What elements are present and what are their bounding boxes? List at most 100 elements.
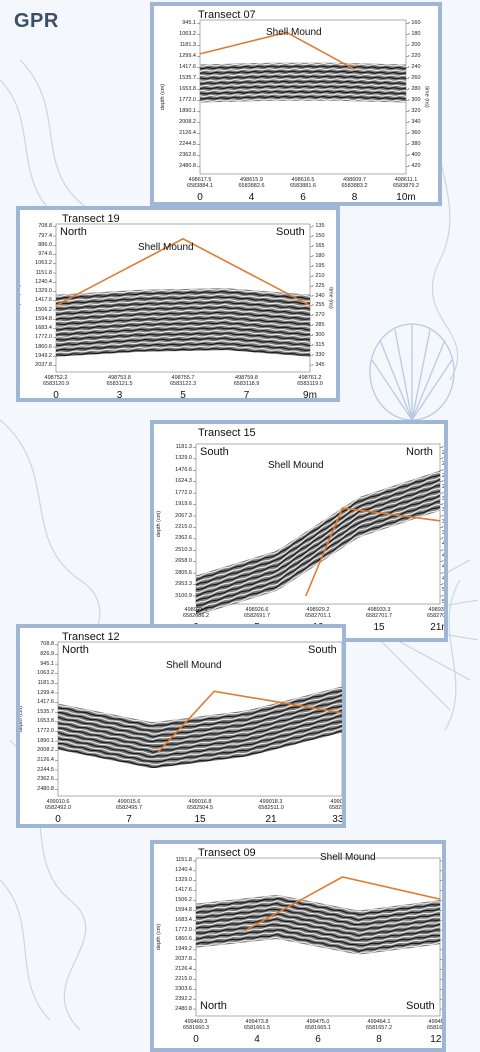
left-direction-label: South — [200, 446, 229, 458]
reflection-band — [55, 288, 311, 357]
time-tick-label: - 345 — [442, 956, 446, 969]
time-tick-label: - 160 — [344, 641, 346, 648]
depth-tick-label: 1181.3 — [179, 41, 196, 48]
depth-tick-label: 1299.4 — [179, 52, 196, 59]
depth-tick-label: 2244.5 — [37, 766, 54, 773]
depth-tick-label: 2392.2 — [175, 995, 192, 1002]
coordinate-label: 499010.6 6582492.0 — [45, 799, 71, 811]
reflection-band — [195, 895, 441, 955]
time-tick-label: - 285 — [442, 916, 446, 929]
shell-mound-outline — [305, 507, 441, 597]
depth-tick-label: 797.4 — [38, 232, 52, 239]
distance-label: 7 — [126, 814, 132, 825]
time-tick-label: - 180 — [344, 652, 346, 659]
time-tick-label: - 525 — [442, 592, 448, 605]
time-tick-label: - 195 — [312, 262, 325, 269]
time-tick-label: - 150 — [312, 233, 325, 240]
depth-tick-label: 1329.0 — [175, 455, 192, 462]
right-direction-label: South — [308, 644, 337, 656]
coordinate-label: 498921.0 6582686.2 — [183, 607, 209, 619]
shell-mound-outline — [244, 876, 441, 932]
time-tick-label: - 420 — [344, 784, 346, 791]
shell-mound-label: Shell Mound — [138, 242, 194, 253]
shell-mound-outline — [156, 690, 342, 754]
transect-title: Transect 07 — [198, 9, 256, 21]
depth-tick-label: 2362.6 — [175, 535, 192, 542]
depth-tick-label: 1860.6 — [175, 936, 192, 943]
reflection-band — [199, 62, 407, 103]
distance-label: 8 — [351, 192, 358, 203]
time-tick-label: - 225 — [442, 455, 448, 468]
depth-tick-label: 1181.3 — [37, 679, 54, 686]
time-tick-label: - 285 — [312, 322, 325, 329]
depth-tick-label: 708.8 — [38, 223, 52, 230]
distance-label: 3 — [116, 390, 123, 401]
time-tick-label: - 375 — [442, 523, 448, 536]
radargram-plot — [193, 857, 442, 1017]
depth-tick-label: 826.9 — [40, 651, 54, 657]
time-tick-label: - 180 — [312, 253, 325, 260]
time-tick-label: - 345 — [312, 361, 325, 368]
depth-tick-label: 2362.6 — [179, 151, 196, 158]
depth-tick-label: 1772.0 — [175, 926, 192, 933]
depth-tick-label: 2480.8 — [175, 1005, 192, 1012]
distance-label: 7 — [243, 390, 250, 401]
coordinate-label: 498759.8 6583118.9 — [233, 375, 260, 387]
depth-tick-label: 1653.8 — [179, 85, 196, 92]
depth-tick-label: 1594.8 — [175, 906, 192, 913]
coordinate-label: 498929.2 6582701.1 — [305, 607, 331, 619]
time-tick-label: - 255 — [312, 302, 325, 309]
depth-tick-label: 1506.2 — [35, 306, 52, 313]
time-tick-label: - 400 — [408, 151, 421, 158]
distance-label: 4 — [254, 1034, 260, 1045]
depth-tick-label: 2658.0 — [175, 558, 192, 565]
time-tick-label: - 210 — [312, 272, 325, 279]
time-tick-label: - 180 — [408, 30, 421, 37]
shell-mound-outline — [55, 237, 311, 307]
time-tick-label: - 500 — [442, 581, 448, 594]
depth-tick-label: 1329.0 — [175, 877, 192, 884]
depth-tick-label: 1476.6 — [175, 466, 192, 473]
depth-tick-label: 1240.4 — [35, 278, 52, 285]
depth-tick-label: 1063.2 — [179, 30, 196, 37]
depth-tick-label: 2953.3 — [175, 581, 192, 588]
distance-label: 9m — [303, 390, 317, 401]
distance-label: 33m — [332, 814, 344, 825]
coordinate-label: 499015.6 6582495.7 — [116, 799, 142, 811]
time-tick-label: - 270 — [442, 906, 446, 919]
time-tick-label: - 375 — [442, 975, 446, 988]
time-tick-label: - 250 — [442, 466, 448, 479]
transect-panel: 708.8 826.9 945.1 1063.2 1181.3 1299.4 1417.6 1… — [16, 624, 346, 828]
depth-tick-label: 1299.4 — [37, 689, 54, 696]
coordinate-label: 499469.3 6581660.3 — [183, 1019, 209, 1031]
depth-tick-label: 2126.4 — [179, 129, 196, 136]
depth-axis-label: depth (cm) — [16, 284, 23, 312]
left-direction-label: North — [200, 1000, 227, 1012]
shell-mound-label: Shell Mound — [266, 27, 322, 38]
distance-label: 5 — [180, 390, 186, 401]
depth-tick-label: 2480.8 — [179, 162, 196, 169]
depth-tick-label: 1151.8 — [35, 269, 52, 276]
time-tick-label: - 225 — [442, 877, 446, 890]
coordinate-label: 499473.8 6581661.5 — [244, 1019, 270, 1031]
time-tick-label: - 300 — [312, 331, 325, 338]
coordinate-label: 498753.8 6583121.5 — [106, 375, 133, 387]
coordinate-label: 498616.5 6583881.6 — [290, 177, 316, 189]
depth-tick-label: 945.1 — [40, 660, 54, 667]
time-axis-label: time (ns) — [327, 287, 334, 309]
time-tick-label: - 300 — [442, 926, 446, 939]
depth-tick-label: 2244.5 — [179, 140, 196, 147]
time-tick-label: - 300 — [344, 718, 346, 725]
depth-tick-label: 1860.6 — [35, 343, 52, 350]
time-tick-label: - 360 — [344, 751, 346, 758]
depth-tick-label: 1949.2 — [35, 352, 52, 359]
coordinate-label: 499464.1 6581657.2 — [366, 1019, 392, 1031]
depth-axis-label: depth (cm) — [18, 705, 25, 733]
distance-label: 0 — [197, 192, 203, 203]
distance-label: 6 — [300, 192, 306, 203]
time-tick-label: - 200 — [408, 41, 421, 48]
depth-tick-label: 1624.3 — [175, 478, 192, 485]
time-tick-label: - 320 — [408, 107, 421, 114]
depth-tick-label: 2362.6 — [37, 776, 54, 783]
transect-title: Transect 12 — [62, 631, 120, 643]
